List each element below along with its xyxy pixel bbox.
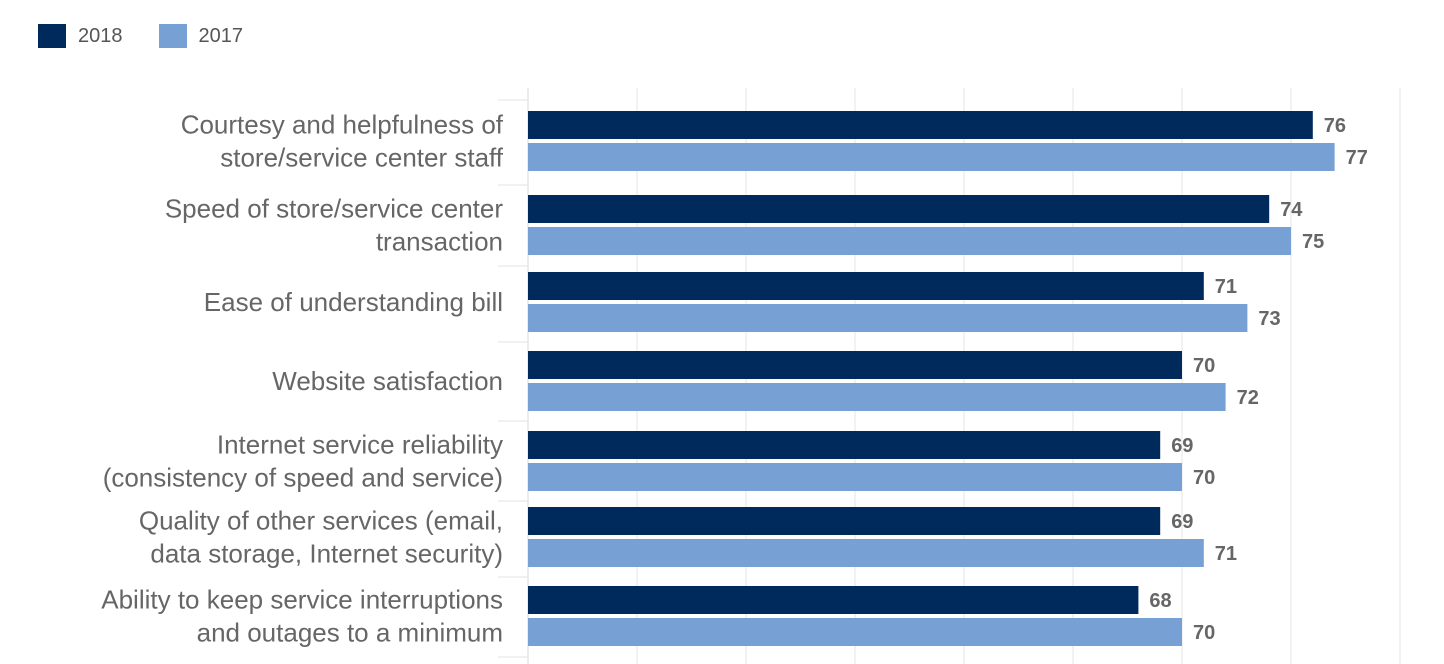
legend-swatch-2017 — [158, 24, 187, 48]
bar-2018 — [528, 586, 1139, 614]
category-label: Website satisfaction — [272, 366, 503, 396]
category-label: Speed of store/service center — [165, 194, 504, 224]
category-label: Courtesy and helpfulness of — [181, 110, 504, 140]
legend-label-2017: 2017 — [198, 24, 244, 47]
bar-2018 — [528, 351, 1182, 379]
legend: 2018 2017 — [38, 24, 279, 48]
legend-item-2018: 2018 — [38, 24, 123, 48]
data-label-2018: 71 — [1215, 276, 1237, 298]
data-label-2018: 68 — [1149, 590, 1171, 612]
bar-2017 — [528, 227, 1291, 255]
data-label-2017: 71 — [1215, 543, 1237, 565]
legend-swatch-2018 — [38, 24, 66, 48]
bar-2017 — [528, 618, 1182, 646]
data-label-2017: 77 — [1346, 147, 1368, 169]
bar-2017 — [528, 383, 1226, 411]
category-label: transaction — [376, 227, 503, 257]
bar-2017 — [528, 463, 1182, 491]
data-label-2018: 76 — [1324, 115, 1346, 137]
bar-2018 — [528, 431, 1161, 459]
category-label: Internet service reliability — [217, 430, 503, 460]
data-label-2017: 75 — [1302, 231, 1324, 253]
category-label: Ability to keep service interruptions — [101, 585, 503, 615]
category-label: Quality of other services (email, — [139, 506, 503, 536]
data-label-2017: 72 — [1237, 387, 1259, 409]
data-label-2018: 74 — [1280, 199, 1303, 221]
legend-item-2017: 2017 — [158, 24, 244, 48]
category-label: Ease of understanding bill — [204, 287, 503, 317]
category-label: data storage, Internet security) — [150, 539, 503, 569]
data-label-2018: 70 — [1193, 355, 1215, 377]
data-label-2017: 70 — [1193, 622, 1215, 644]
data-label-2018: 69 — [1171, 511, 1193, 533]
data-label-2017: 73 — [1258, 308, 1280, 330]
legend-label-2018: 2018 — [78, 24, 123, 47]
bar-2018 — [528, 111, 1313, 139]
bar-2017 — [528, 143, 1335, 171]
bar-2018 — [528, 507, 1161, 535]
bar-2017 — [528, 304, 1248, 332]
data-label-2018: 69 — [1171, 435, 1193, 457]
bar-2018 — [528, 195, 1270, 223]
bar-2017 — [528, 539, 1204, 567]
category-label: (consistency of speed and service) — [103, 463, 503, 493]
data-label-2017: 70 — [1193, 467, 1215, 489]
category-label: store/service center staff — [220, 143, 504, 173]
bar-2018 — [528, 272, 1204, 300]
category-label: and outages to a minimum — [197, 618, 503, 648]
